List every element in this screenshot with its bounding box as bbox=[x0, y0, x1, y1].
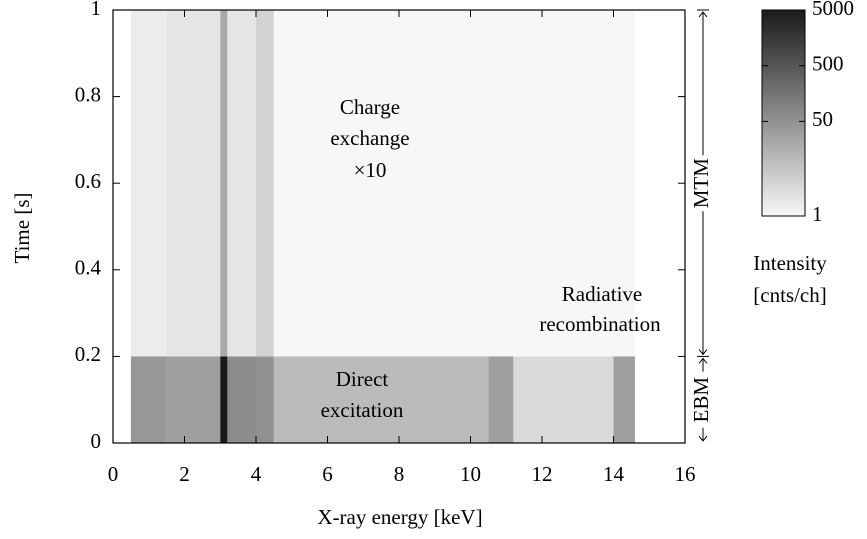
phase-label-bg bbox=[692, 371, 714, 428]
y-tick-label: 1 bbox=[91, 0, 102, 20]
heatmap-cell bbox=[613, 10, 635, 357]
heatmap-cell bbox=[220, 10, 228, 357]
annotation: ×10 bbox=[354, 158, 387, 182]
x-axis-label: X-ray energy [keV] bbox=[317, 505, 482, 529]
colorbar-label: [cnts/ch] bbox=[753, 283, 826, 307]
annotation: Direct bbox=[336, 367, 389, 391]
y-tick-label: 0.6 bbox=[75, 169, 101, 193]
colorbar-tick-label: 5000 bbox=[812, 0, 854, 20]
colorbar-tick-label: 1 bbox=[812, 202, 823, 226]
x-tick-label: 12 bbox=[532, 462, 553, 486]
colorbar-tick-label: 500 bbox=[812, 52, 844, 76]
heatmap-cell bbox=[227, 356, 256, 443]
heatmap-cell bbox=[273, 10, 489, 357]
heatmap-cell bbox=[488, 10, 514, 357]
heatmap-cell bbox=[166, 10, 221, 357]
heatmap-cell bbox=[613, 356, 635, 443]
heatmap-cell bbox=[513, 356, 614, 443]
heatmap-cell bbox=[130, 356, 167, 443]
annotation: excitation bbox=[321, 398, 404, 422]
y-tick-label: 0.4 bbox=[75, 256, 102, 280]
y-tick-label: 0 bbox=[91, 429, 102, 453]
x-tick-label: 0 bbox=[108, 462, 119, 486]
heatmap-cell bbox=[256, 356, 274, 443]
x-tick-label: 6 bbox=[322, 462, 333, 486]
x-tick-label: 16 bbox=[675, 462, 696, 486]
x-tick-label: 10 bbox=[460, 462, 481, 486]
heatmap-cell bbox=[513, 10, 614, 357]
heatmap-cell bbox=[220, 356, 228, 443]
phase-label: MTM bbox=[689, 158, 713, 209]
annotation: exchange bbox=[330, 126, 409, 150]
heatmap-cell bbox=[488, 356, 514, 443]
heatmap-cell bbox=[166, 356, 221, 443]
annotation: recombination bbox=[539, 312, 661, 336]
colorbar-tick-label: 50 bbox=[812, 107, 833, 131]
x-tick-label: 8 bbox=[394, 462, 405, 486]
colorbar bbox=[761, 9, 806, 217]
annotation: Radiative bbox=[562, 282, 642, 306]
phase-label-bg bbox=[692, 155, 714, 212]
annotation: Charge bbox=[340, 95, 400, 119]
x-tick-label: 2 bbox=[179, 462, 190, 486]
x-tick-label: 4 bbox=[251, 462, 262, 486]
y-axis-label: Time [s] bbox=[10, 193, 34, 264]
phase-label: EBM bbox=[689, 377, 713, 423]
x-tick-label: 14 bbox=[603, 462, 625, 486]
heatmap-cell bbox=[273, 356, 489, 443]
heatmap-cell bbox=[130, 10, 167, 357]
y-tick-label: 0.2 bbox=[75, 342, 101, 366]
heatmap-cell bbox=[227, 10, 256, 357]
colorbar-label: Intensity bbox=[753, 251, 827, 275]
heatmap-cell bbox=[256, 10, 274, 357]
y-tick-label: 0.8 bbox=[75, 82, 101, 106]
